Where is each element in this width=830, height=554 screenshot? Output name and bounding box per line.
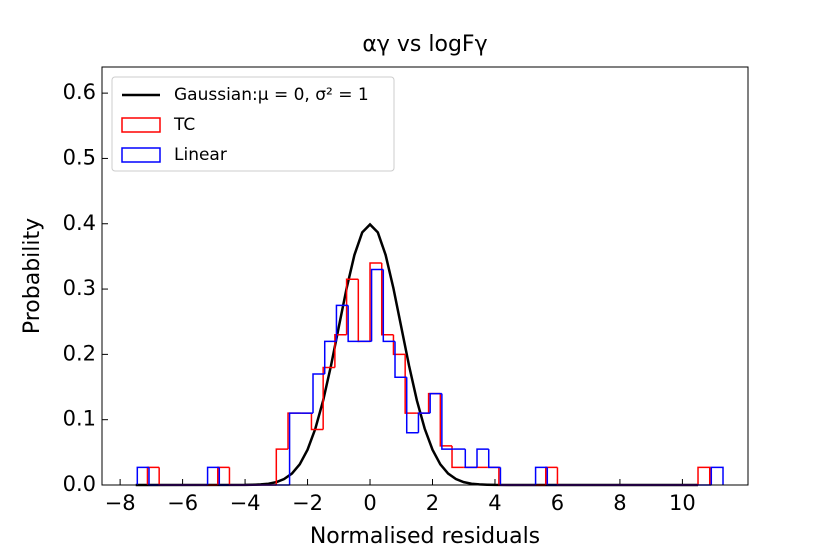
histogram-bin [345, 278, 359, 335]
histogram-bin [429, 392, 442, 414]
histogram-bin [464, 449, 478, 469]
histogram-bin [158, 467, 171, 486]
histogram-bin [370, 268, 384, 342]
histogram-bin [323, 340, 337, 374]
histogram-bin [136, 466, 150, 485]
gaussian-line [135, 222, 699, 487]
histogram-bin [697, 466, 711, 485]
histogram-bin [451, 445, 464, 469]
x-tick-label: 2 [426, 491, 439, 515]
legend-swatch [121, 117, 161, 133]
y-tick-label: 0.4 [63, 211, 96, 235]
histogram-bin [322, 366, 335, 430]
histogram-bin [476, 448, 489, 468]
histogram-bin [556, 467, 570, 486]
y-axis-label: Probability [20, 218, 45, 334]
legend-label: Gaussian:μ = 0, σ² = 1 [174, 85, 369, 105]
y-tick-label: 0.6 [63, 80, 96, 104]
histogram-bin [312, 373, 325, 414]
histogram-bin [335, 304, 349, 342]
histogram-bin [441, 393, 454, 450]
histogram-bin [710, 466, 724, 485]
y-tick-label: 0.5 [63, 145, 96, 169]
x-tick-label: 10 [669, 491, 696, 515]
histogram-bin [404, 354, 417, 414]
histogram-bin [310, 413, 324, 431]
y-tick-label: 0.0 [63, 472, 96, 496]
legend-label: TC [173, 115, 195, 135]
x-tick-label: −2 [292, 491, 323, 515]
histogram-bin [405, 377, 419, 434]
x-tick-label: −8 [105, 491, 136, 515]
x-tick-label: 4 [488, 491, 501, 515]
histogram-bin [275, 448, 289, 485]
x-tick-label: 0 [363, 491, 376, 515]
histogram-bin [499, 467, 513, 486]
x-tick-label: 6 [551, 491, 564, 515]
y-tick-label: 0.1 [63, 407, 96, 431]
histogram-bin [394, 341, 407, 378]
x-tick-label: 8 [613, 491, 626, 515]
histogram-bin [534, 466, 548, 485]
histogram-bin [369, 262, 382, 342]
legend-label: Linear [174, 145, 227, 165]
histogram-bin [380, 262, 394, 336]
histogram-bin [357, 279, 371, 343]
histogram-bin [334, 334, 347, 368]
chart-title: αγ vs logFγ [362, 32, 487, 57]
histogram-bin [228, 467, 242, 486]
histogram-bin [206, 466, 220, 485]
y-tick-label: 0.2 [63, 341, 96, 365]
histogram-bin [487, 449, 501, 469]
x-tick-label: −4 [230, 491, 261, 515]
y-tick-label: 0.3 [63, 276, 96, 300]
legend-swatch [121, 147, 161, 163]
x-tick-label: −6 [167, 491, 198, 515]
histogram-bin [439, 393, 453, 447]
histogram-bin [417, 412, 431, 433]
histogram-bin [288, 412, 302, 485]
legend-box [111, 76, 395, 172]
histogram-bin [382, 269, 396, 343]
histogram-bin [347, 305, 360, 343]
x-axis-label: Normalised residuals [310, 524, 540, 549]
plot-frame [101, 66, 749, 486]
